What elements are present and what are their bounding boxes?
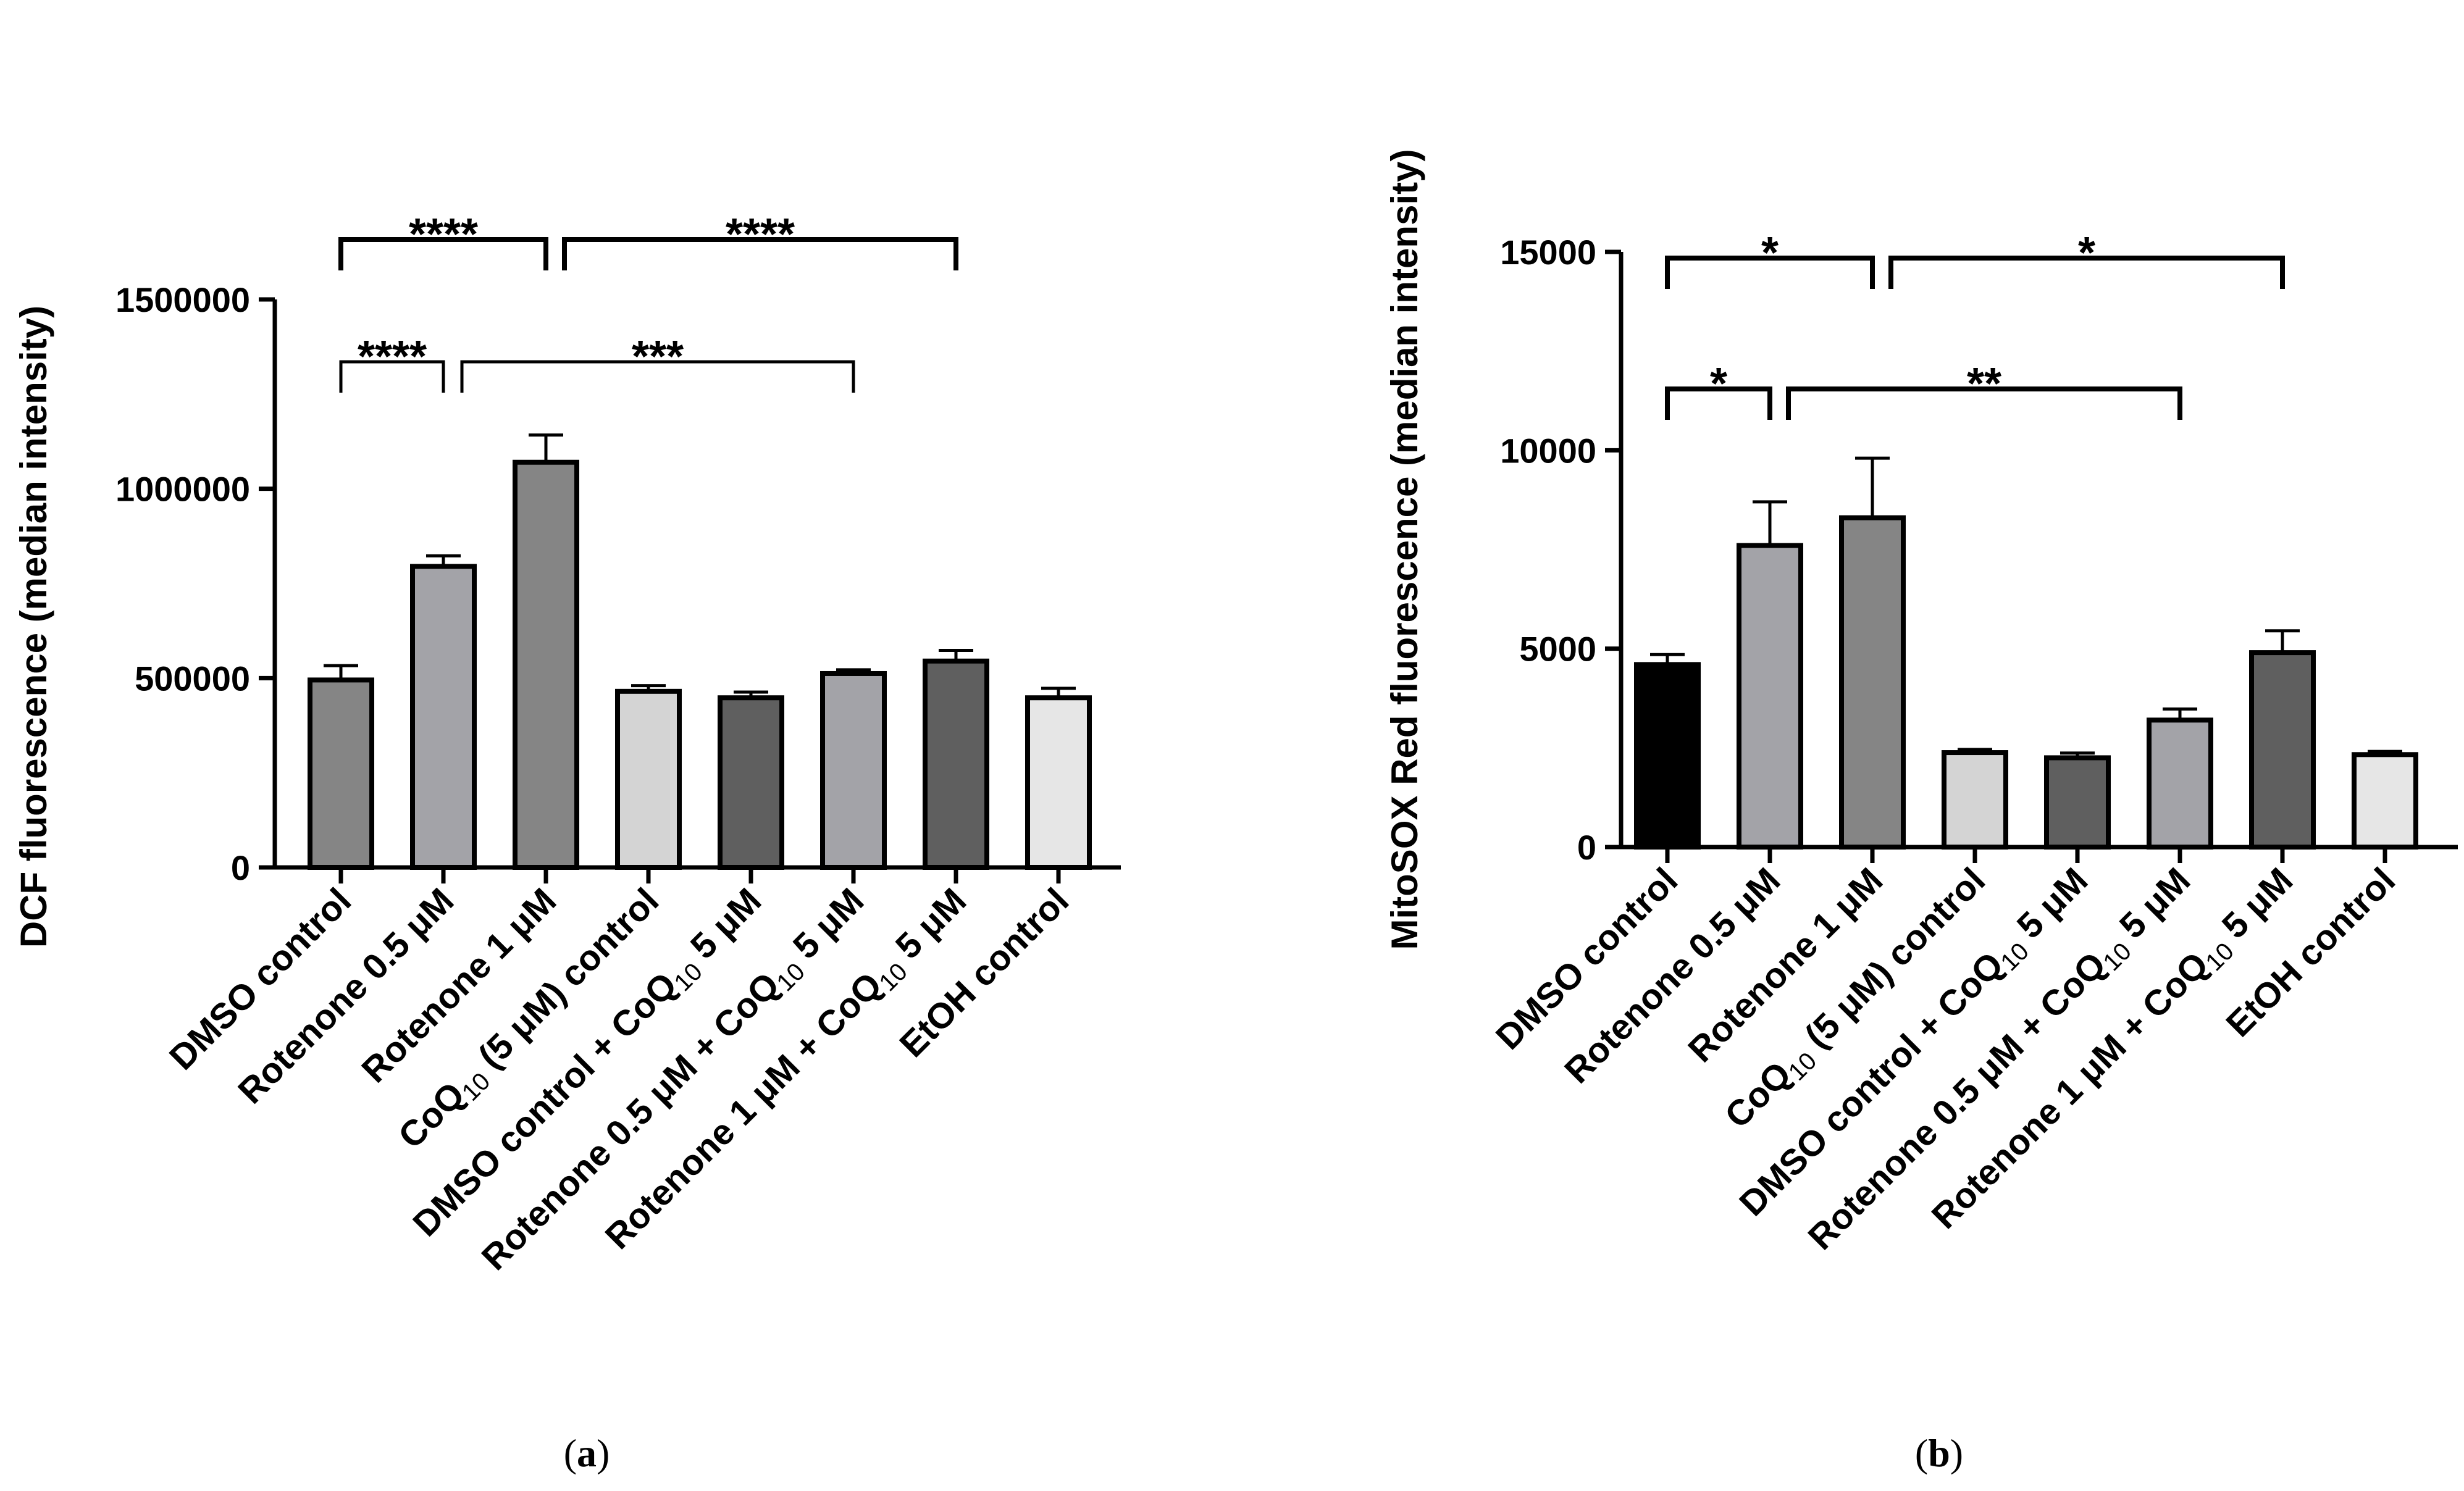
bar <box>2044 755 2111 850</box>
significance-bracket <box>339 360 445 393</box>
y-tick-label: 1000000 <box>115 470 250 509</box>
significance-bracket <box>1665 386 1772 420</box>
significance-label: *** <box>632 332 684 382</box>
category-label: DMSO control <box>162 880 359 1077</box>
bar <box>718 695 784 871</box>
y-tick-label: 0 <box>1577 828 1596 867</box>
bar <box>820 670 887 871</box>
bar <box>513 459 579 870</box>
bar <box>923 658 989 870</box>
bar <box>1839 515 1906 850</box>
y-tick-label: 500000 <box>135 659 250 698</box>
bar <box>1942 750 2008 850</box>
significance-label: **** <box>358 332 427 382</box>
significance-bracket <box>1665 256 1875 289</box>
significance-label: * <box>1710 359 1727 409</box>
significance-label: ** <box>1967 359 2001 409</box>
bar <box>615 688 682 871</box>
significance-label: **** <box>409 210 478 259</box>
significance-bracket <box>1786 386 2182 420</box>
panel-b-chart: 0 5000 10000 15000 MitoSOX Red fluorescence … <box>1384 149 2458 1261</box>
bar <box>1634 662 1701 850</box>
bar <box>2352 752 2418 850</box>
bar <box>2249 650 2316 850</box>
bar <box>1737 543 1803 850</box>
significance-label: * <box>1761 228 1779 278</box>
significance-bracket <box>562 237 958 270</box>
y-tick-label: 10000 <box>1500 431 1596 470</box>
panel-a-chart: 0 500000 1000000 1500000 DCF fluorescence (m… <box>13 210 1121 1281</box>
y-tick-label: 0 <box>231 848 250 887</box>
y-tick-label: 1500000 <box>115 280 250 319</box>
significance-label: **** <box>726 210 795 259</box>
panel-a-label: (a) <box>564 1431 610 1475</box>
panel-b-label: (b) <box>1915 1431 1963 1475</box>
y-tick-label: 5000 <box>1519 630 1596 669</box>
y-axis-label: MitoSOX Red fluorescence (median intensi… <box>1384 149 1425 950</box>
significance-bracket <box>1888 256 2285 289</box>
bar <box>2147 717 2213 850</box>
y-axis-label: DCF fluorescence (median intensity) <box>13 306 54 948</box>
category-label: Rotenone 0.5 μM + CoQ10 5 μM <box>474 880 874 1281</box>
significance-bracket <box>460 360 855 393</box>
significance-label: * <box>2078 228 2095 278</box>
category-label: Rotenone 0.5 μM + CoQ10 5 μM <box>1800 860 2201 1261</box>
bar <box>1025 695 1092 871</box>
bar <box>308 677 374 871</box>
bar <box>410 564 477 871</box>
category-label: DMSO control <box>1488 860 1685 1057</box>
significance-bracket <box>338 237 548 270</box>
y-tick-label: 15000 <box>1500 233 1596 272</box>
